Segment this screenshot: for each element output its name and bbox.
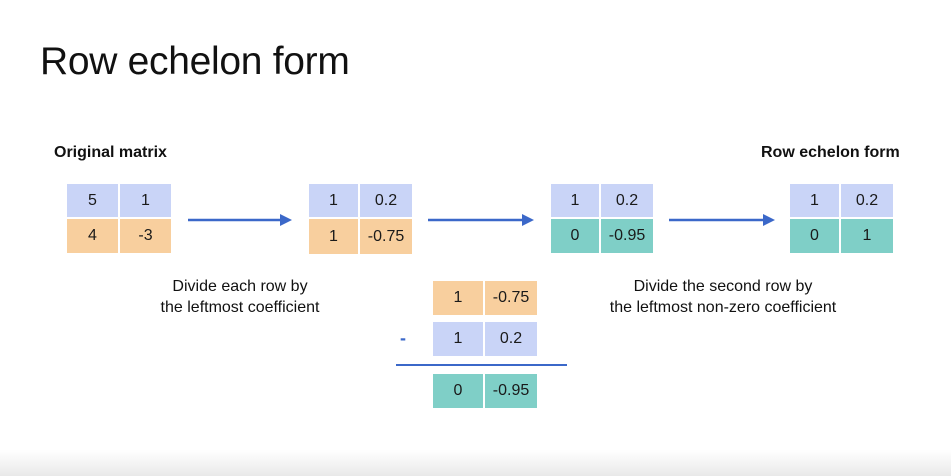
matrix-cell: 1 xyxy=(309,219,358,254)
matrix-cell: 1 xyxy=(790,184,839,217)
difference-cell: -0.95 xyxy=(485,374,537,408)
original-matrix-label: Original matrix xyxy=(54,144,167,161)
minuend-cell: 1 xyxy=(433,281,483,315)
minuend-cell: -0.75 xyxy=(485,281,537,315)
matrix-cell: 0 xyxy=(551,219,599,253)
step1-note-line: Divide each row by xyxy=(172,278,308,295)
matrix-cell: 0 xyxy=(790,219,839,253)
matrix-cell: 1 xyxy=(841,219,893,253)
bottom-fade xyxy=(0,450,951,476)
step2-note-line: the leftmost non-zero coefficient xyxy=(609,299,837,316)
row-echelon-label: Row echelon form xyxy=(761,144,900,161)
subtraction-rule xyxy=(396,364,567,366)
matrix-cell: -0.75 xyxy=(360,219,412,254)
matrix-cell: 0.2 xyxy=(360,184,412,217)
matrix-cell: 0.2 xyxy=(841,184,893,217)
step1-note-line: the leftmost coefficient xyxy=(160,299,320,316)
matrix-cell: 1 xyxy=(120,184,171,217)
subtrahend-cell: 0.2 xyxy=(485,322,537,356)
matrix-cell: -0.95 xyxy=(601,219,653,253)
matrix-cell: 4 xyxy=(67,219,118,253)
matrix-cell: 5 xyxy=(67,184,118,217)
step2-note-line: Divide the second row by xyxy=(633,278,813,295)
minus-sign: - xyxy=(400,328,406,348)
arrow-right-icon xyxy=(428,214,534,226)
arrow-right-icon xyxy=(669,214,775,226)
slide-title: Row echelon form xyxy=(40,40,350,83)
matrix-cell: -3 xyxy=(120,219,171,253)
difference-cell: 0 xyxy=(433,374,483,408)
matrix-cell: 1 xyxy=(551,184,599,217)
step1-note: Divide each row by the leftmost coeffici… xyxy=(130,276,350,318)
arrow-right-icon xyxy=(188,214,292,226)
matrix-cell: 1 xyxy=(309,184,358,217)
subtrahend-cell: 1 xyxy=(433,322,483,356)
step2-note: Divide the second row by the leftmost no… xyxy=(572,276,874,318)
matrix-cell: 0.2 xyxy=(601,184,653,217)
